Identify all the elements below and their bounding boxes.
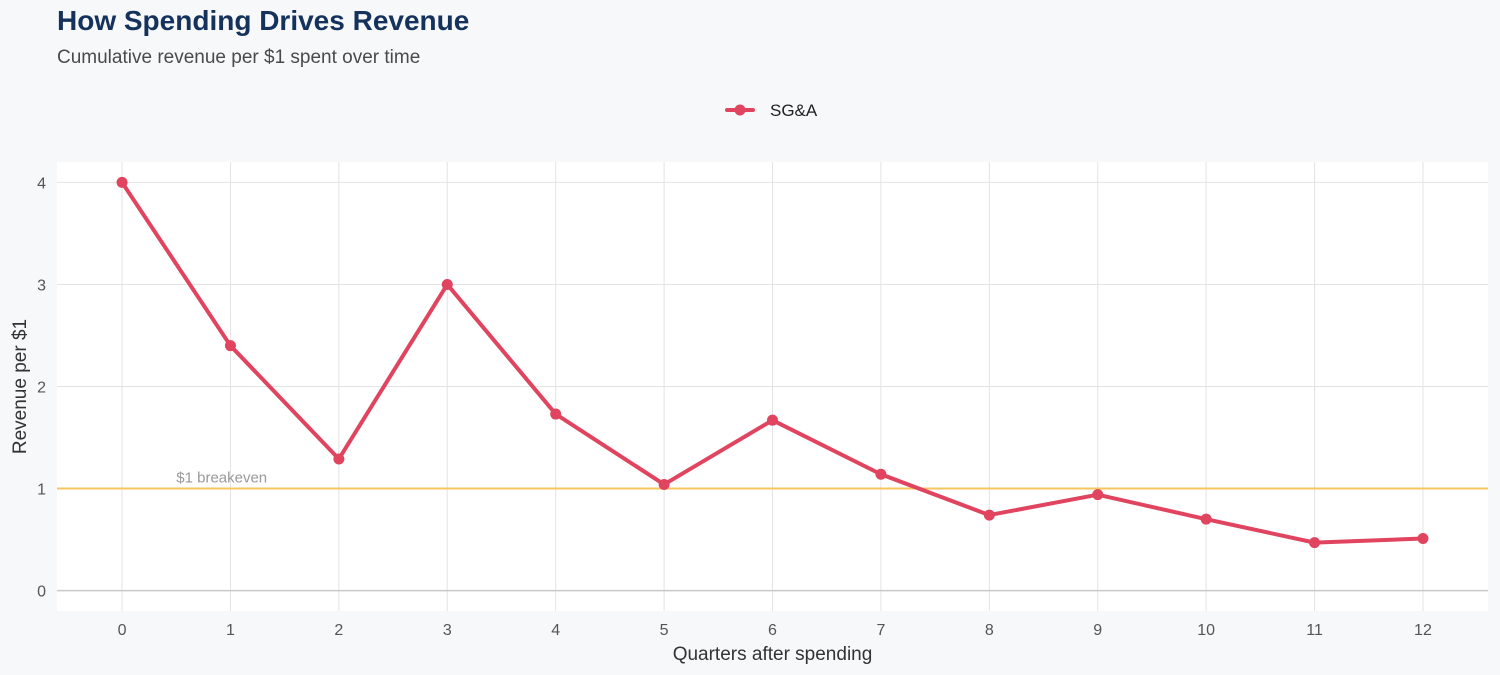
- x-tick-label: 4: [551, 622, 560, 639]
- x-tick-label: 12: [1414, 622, 1432, 639]
- data-point: [333, 453, 345, 465]
- data-point: [983, 509, 995, 521]
- legend: SG&A: [725, 101, 818, 120]
- data-point: [224, 340, 236, 352]
- legend-label-sga: SG&A: [770, 101, 818, 120]
- breakeven-reference: $1 breakeven: [57, 470, 1488, 490]
- data-point: [875, 468, 887, 480]
- data-point: [1417, 533, 1429, 545]
- x-tick-label: 6: [768, 622, 777, 639]
- x-tick-label: 0: [118, 622, 127, 639]
- y-tick-label: 3: [37, 277, 46, 294]
- x-axis-ticks: 0 1 2 3 4 5 6 7 8 9 10 11 12: [118, 622, 1432, 639]
- y-tick-label: 0: [37, 584, 46, 601]
- series-sga: [116, 176, 1429, 549]
- data-point: [767, 414, 778, 426]
- x-tick-label: 10: [1197, 622, 1215, 639]
- x-tick-label: 5: [660, 622, 669, 639]
- y-tick-label: 1: [37, 482, 46, 499]
- legend-swatch-marker: [734, 104, 746, 116]
- y-axis-title: Revenue per $1: [10, 319, 31, 454]
- x-axis-title: Quarters after spending: [673, 644, 873, 665]
- x-tick-label: 1: [226, 622, 235, 639]
- x-tick-label: 11: [1306, 622, 1323, 639]
- x-tick-label: 2: [334, 622, 343, 639]
- x-tick-label: 3: [443, 622, 452, 639]
- data-point: [1200, 513, 1212, 525]
- y-tick-label: 4: [37, 175, 46, 192]
- data-point: [658, 478, 670, 490]
- data-point: [550, 408, 562, 420]
- x-tick-label: 9: [1093, 622, 1102, 639]
- x-tick-label: 7: [876, 622, 885, 639]
- y-tick-label: 2: [37, 380, 46, 397]
- breakeven-label: $1 breakeven: [176, 470, 267, 487]
- data-point: [1092, 489, 1104, 501]
- chart-subtitle: Cumulative revenue per $1 spent over tim…: [57, 47, 421, 68]
- x-tick-label: 8: [985, 622, 994, 639]
- y-axis-ticks: 0 1 2 3 4: [37, 175, 46, 600]
- data-point: [116, 176, 128, 188]
- data-point: [1309, 537, 1321, 549]
- chart-title: How Spending Drives Revenue: [57, 5, 470, 36]
- data-point: [441, 278, 453, 290]
